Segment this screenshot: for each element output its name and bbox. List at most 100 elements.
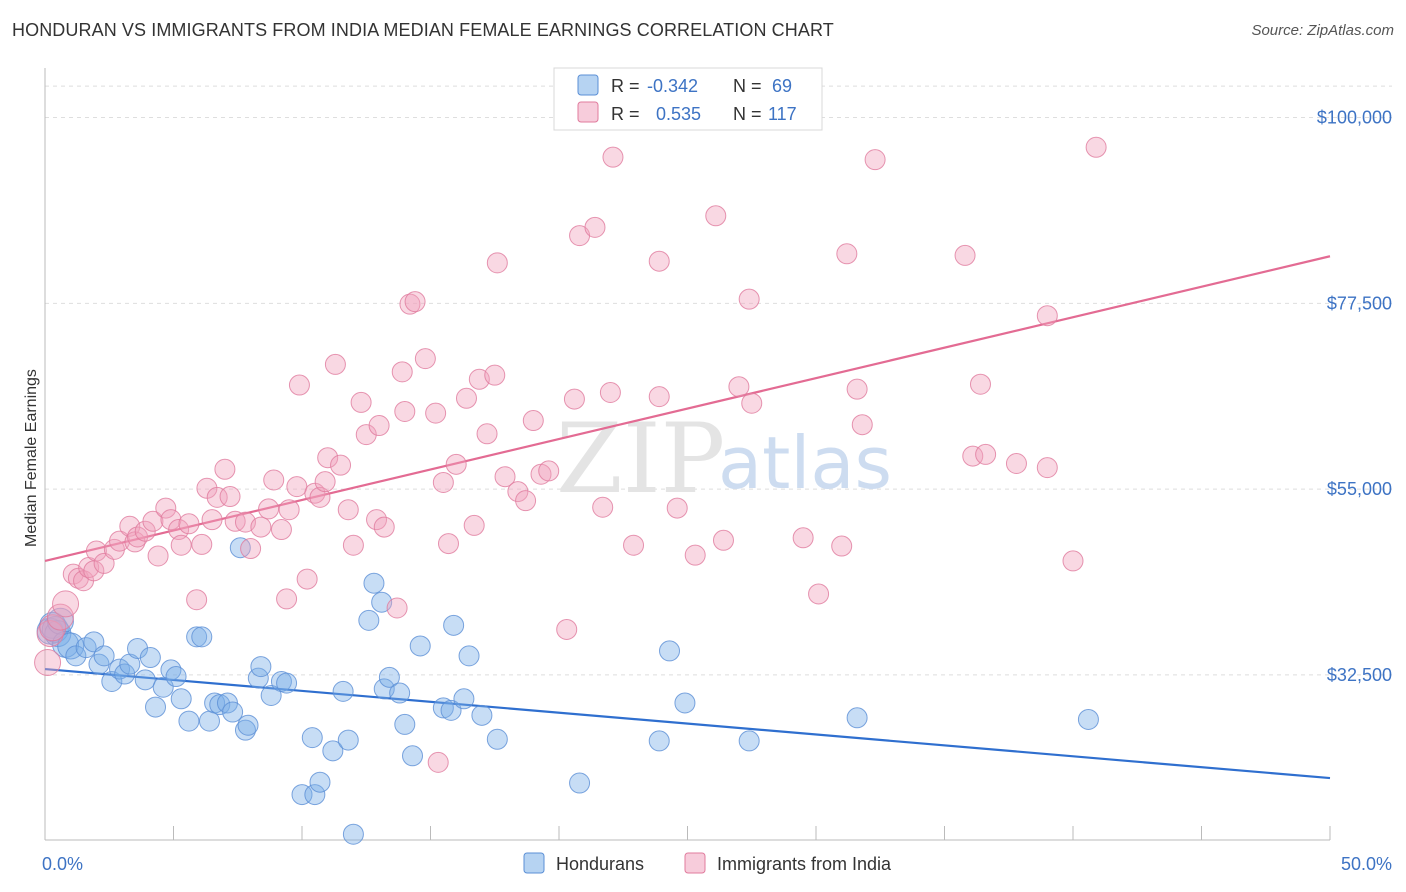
point-india <box>425 402 447 424</box>
point-hondurans <box>322 740 344 762</box>
point-india <box>808 583 830 605</box>
point-india <box>286 476 308 498</box>
point-india <box>240 538 262 560</box>
point-india <box>386 597 408 619</box>
point-india <box>648 386 670 408</box>
point-india <box>314 471 336 493</box>
stats-n-value-hondurans: 69 <box>772 76 792 96</box>
x-tick-label: 0.0% <box>42 854 83 874</box>
data-points <box>34 136 1107 845</box>
point-india <box>602 146 624 168</box>
point-india <box>366 509 388 531</box>
legend-label-india: Immigrants from India <box>717 854 892 874</box>
point-india <box>1036 305 1058 327</box>
point-india <box>705 205 727 227</box>
point-india <box>85 540 107 562</box>
point-india <box>278 499 300 521</box>
y-axis-label: Median Female Earnings <box>23 369 40 547</box>
point-hondurans <box>301 727 323 749</box>
point-hondurans <box>453 688 475 710</box>
point-hondurans <box>186 626 208 648</box>
stats-legend-box <box>553 67 823 131</box>
point-india <box>484 364 506 386</box>
stats-legend: R = -0.342 N = 69 R = 0.535 N = 117 <box>553 67 823 131</box>
point-india <box>142 510 164 532</box>
point-india <box>792 527 814 549</box>
point-india <box>427 751 449 773</box>
stats-swatch-india <box>577 101 599 123</box>
trend-line-hondurans <box>44 667 1331 780</box>
y-tick-label: $100,000 <box>1317 108 1392 128</box>
point-india <box>263 469 285 491</box>
stats-n-value-india: 117 <box>768 104 797 124</box>
point-india <box>584 216 606 238</box>
legend-swatch-hondurans <box>523 852 545 874</box>
y-tick-label: $77,500 <box>1327 293 1392 313</box>
point-india <box>155 497 177 519</box>
x-tick-label: 50.0% <box>1341 854 1392 874</box>
point-hondurans <box>409 635 431 657</box>
point-india <box>592 496 614 518</box>
point-india <box>684 544 706 566</box>
point-hondurans <box>458 645 480 667</box>
point-india <box>258 498 280 520</box>
point-india <box>522 410 544 432</box>
point-india <box>342 534 364 556</box>
point-india <box>350 391 372 413</box>
point-hondurans <box>304 784 326 806</box>
grid-lines <box>45 85 1392 676</box>
point-india <box>494 466 516 488</box>
point-india <box>563 388 585 410</box>
point-hondurans <box>471 704 493 726</box>
point-hondurans <box>569 772 591 794</box>
point-india <box>147 545 169 567</box>
point-india <box>954 244 976 266</box>
point-india <box>445 453 467 475</box>
point-hondurans <box>337 729 359 751</box>
point-india <box>556 618 578 640</box>
point-hondurans <box>378 666 400 688</box>
point-india <box>288 374 310 396</box>
point-india <box>373 516 395 538</box>
point-india <box>741 392 763 414</box>
point-india <box>599 381 621 403</box>
point-hondurans <box>389 682 411 704</box>
point-hondurans <box>363 572 385 594</box>
point-india <box>1036 457 1058 479</box>
point-hondurans <box>134 669 156 691</box>
point-india <box>404 291 426 313</box>
point-india <box>455 387 477 409</box>
point-hondurans <box>332 680 354 702</box>
point-india <box>864 149 886 171</box>
watermark-zip: ZIP <box>556 403 725 515</box>
point-hondurans <box>674 692 696 714</box>
point-india <box>317 447 339 469</box>
point-india <box>846 378 868 400</box>
point-hondurans <box>178 710 200 732</box>
point-hondurans <box>309 771 331 793</box>
point-india <box>330 454 352 476</box>
point-india <box>170 534 192 556</box>
point-india <box>219 486 241 508</box>
point-hondurans <box>846 707 868 729</box>
point-india <box>270 519 292 541</box>
point-india <box>432 471 454 493</box>
point-hondurans <box>250 656 272 678</box>
point-india <box>355 424 377 446</box>
point-india <box>34 648 62 676</box>
point-india <box>463 514 485 536</box>
point-india <box>391 361 413 383</box>
y-tick-label: $32,500 <box>1327 665 1392 685</box>
point-hondurans <box>394 713 416 735</box>
point-india <box>250 516 272 538</box>
point-hondurans <box>648 730 670 752</box>
axes <box>44 68 1331 841</box>
point-hondurans <box>342 823 364 845</box>
point-hondurans <box>738 730 760 752</box>
point-india <box>1085 136 1107 158</box>
chart-title: HONDURAN VS IMMIGRANTS FROM INDIA MEDIAN… <box>12 20 834 40</box>
point-india <box>1005 452 1027 474</box>
point-india <box>728 376 750 398</box>
point-india <box>666 497 688 519</box>
